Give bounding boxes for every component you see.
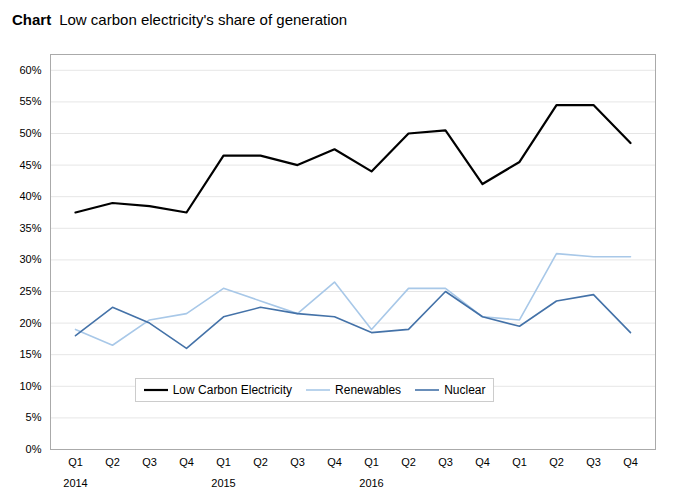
svg-text:5%: 5% (26, 411, 42, 423)
svg-text:20%: 20% (19, 317, 41, 329)
svg-text:2016: 2016 (359, 477, 383, 489)
svg-text:2014: 2014 (63, 477, 87, 489)
svg-text:35%: 35% (19, 222, 41, 234)
svg-text:Q4: Q4 (179, 456, 194, 468)
html-text:Low Carbon Electricity: Low Carbon Electricity (172, 382, 293, 397)
svg-text:60%: 60% (19, 64, 41, 76)
html-text:Renewables: Renewables (335, 382, 402, 397)
svg-text:Q3: Q3 (142, 456, 157, 468)
svg-text:50%: 50% (19, 127, 41, 139)
svg-text:Q1: Q1 (68, 456, 83, 468)
svg-text:Q4: Q4 (327, 456, 342, 468)
svg-text:45%: 45% (19, 159, 41, 171)
html-text:Nuclear: Nuclear (444, 382, 486, 397)
svg-text:10%: 10% (19, 380, 41, 392)
svg-text:Q4: Q4 (623, 456, 638, 468)
svg-text:15%: 15% (19, 348, 41, 360)
svg-text:Q1: Q1 (216, 456, 231, 468)
svg-text:40%: 40% (19, 190, 41, 202)
svg-text:Q2: Q2 (105, 456, 120, 468)
html-text:Chart: Chart (12, 10, 52, 28)
svg-text:2015: 2015 (211, 477, 235, 489)
svg-text:Q2: Q2 (401, 456, 416, 468)
svg-text:Q1: Q1 (512, 456, 527, 468)
svg-text:Q3: Q3 (438, 456, 453, 468)
svg-text:25%: 25% (19, 285, 41, 297)
svg-text:Q2: Q2 (253, 456, 268, 468)
svg-text:Q2: Q2 (549, 456, 564, 468)
svg-text:Q1: Q1 (364, 456, 379, 468)
svg-text:0%: 0% (26, 443, 42, 455)
svg-text:Q3: Q3 (290, 456, 305, 468)
svg-text:30%: 30% (19, 253, 41, 265)
svg-text:55%: 55% (19, 95, 41, 107)
svg-text:Q3: Q3 (586, 456, 601, 468)
html-text:Low carbon electricity's share: Low carbon electricity's share of genera… (59, 10, 348, 28)
svg-text:Q4: Q4 (475, 456, 490, 468)
